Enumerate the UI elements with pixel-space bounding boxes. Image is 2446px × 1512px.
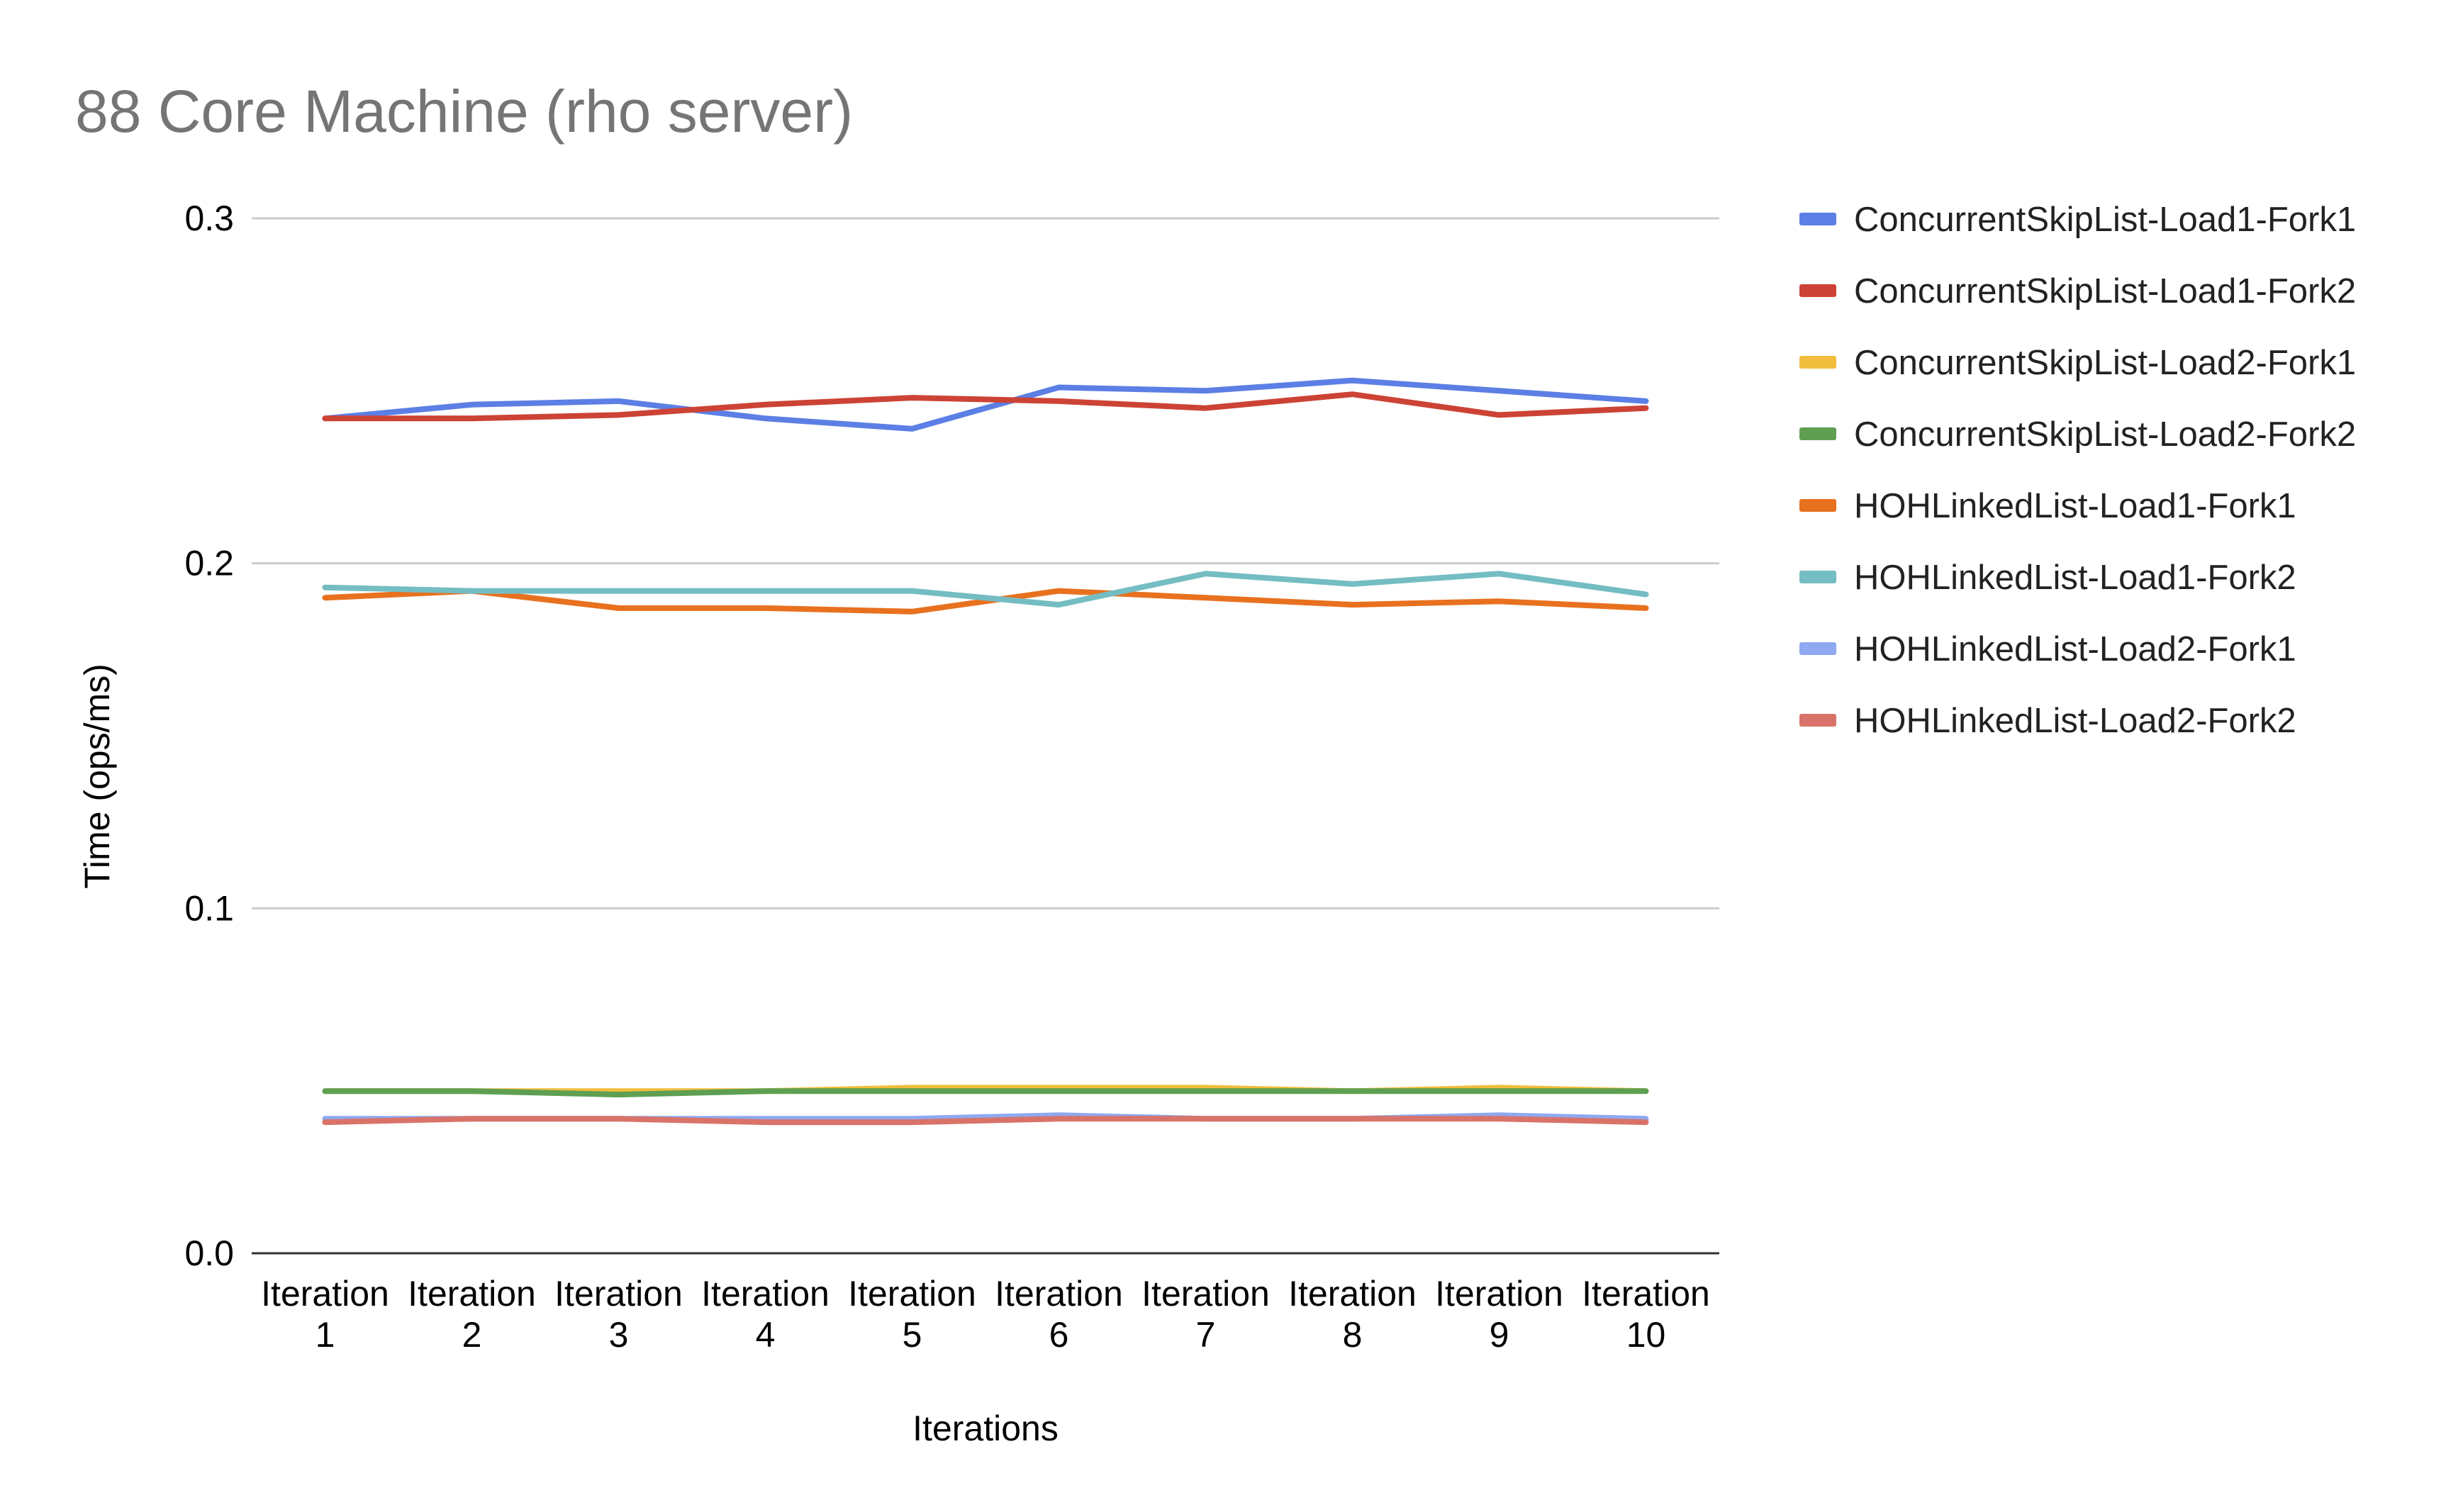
x-tick-label: Iteration 9: [1435, 1274, 1563, 1355]
x-tick-label: Iteration 8: [1288, 1274, 1417, 1355]
legend-swatch: [1799, 499, 1836, 512]
legend-swatch: [1799, 427, 1836, 440]
series-line: [322, 571, 1649, 608]
legend-label: HOHLinkedList-Load1-Fork1: [1854, 487, 2296, 525]
x-tick-label: Iteration 10: [1582, 1274, 1710, 1355]
legend: ConcurrentSkipList-Load1-Fork1 Concurrent…: [1799, 201, 2356, 740]
series-line: [322, 391, 1649, 422]
series-line: [322, 1088, 1649, 1098]
x-tick-label: Iteration 1: [261, 1274, 389, 1355]
x-tick-label: Iteration 5: [848, 1274, 976, 1355]
series-line: [322, 1116, 1649, 1126]
series-line: [322, 377, 1649, 432]
y-axis-ticks: 0.0 0.1 0.2 0.3: [184, 198, 234, 1273]
legend-swatch: [1799, 356, 1836, 369]
legend-swatch: [1799, 284, 1836, 297]
legend-label: ConcurrentSkipList-Load2-Fork2: [1854, 415, 2356, 454]
legend-label: HOHLinkedList-Load2-Fork1: [1854, 630, 2296, 668]
legend-label: HOHLinkedList-Load1-Fork2: [1854, 559, 2296, 597]
series-line: [322, 588, 1649, 615]
y-tick-label: 0.2: [184, 544, 234, 583]
legend-swatch: [1799, 571, 1836, 583]
legend-label: ConcurrentSkipList-Load1-Fork2: [1854, 272, 2356, 310]
series-lines: [322, 377, 1649, 1126]
x-tick-label: Iteration 3: [554, 1274, 683, 1355]
legend-swatch: [1799, 213, 1836, 225]
gridlines: [252, 217, 1719, 909]
legend-swatch: [1799, 714, 1836, 727]
x-tick-label: Iteration 6: [995, 1274, 1123, 1355]
y-tick-label: 0.3: [184, 198, 234, 238]
x-tick-label: Iteration 7: [1141, 1274, 1270, 1355]
y-axis-label: Time (ops/ms): [77, 663, 117, 889]
legend-swatch: [1799, 642, 1836, 655]
y-tick-label: 0.0: [184, 1233, 234, 1273]
legend-label: HOHLinkedList-Load2-Fork2: [1854, 702, 2296, 740]
x-tick-label: Iteration 2: [408, 1274, 536, 1355]
y-tick-label: 0.1: [184, 888, 234, 928]
legend-label: ConcurrentSkipList-Load1-Fork1: [1854, 201, 2356, 239]
x-tick-label: Iteration 4: [701, 1274, 830, 1355]
x-axis-label: Iterations: [912, 1409, 1059, 1448]
legend-label: ConcurrentSkipList-Load2-Fork1: [1854, 344, 2356, 382]
chart-title: 88 Core Machine (rho server): [75, 78, 853, 145]
